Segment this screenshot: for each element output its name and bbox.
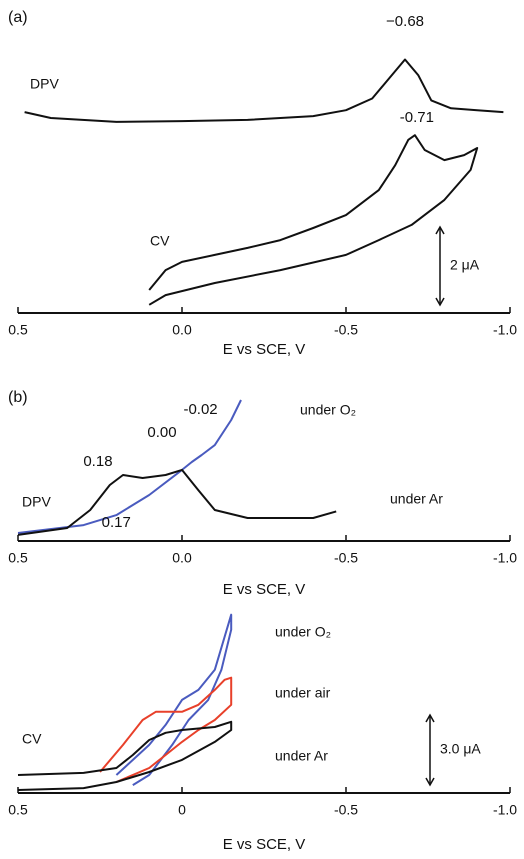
x-tick-label: -1.0 [493,802,517,818]
arrow-head [435,225,445,235]
peak-label: -0.71 [400,109,434,126]
curve [17,468,337,536]
x-tick-label: -1.0 [493,550,517,566]
scale-bar-label: 3.0 μA [440,741,481,757]
peak-label: 0.17 [102,514,131,531]
arrow-head [425,713,435,723]
curve [17,399,242,534]
series-label: under air [275,685,331,701]
series-label: under Ar [390,491,443,507]
x-tick-label: -0.5 [334,322,358,338]
series-label: under O₂ [300,402,356,418]
scale-bar-label: 2 μA [450,257,480,273]
peak-label: −0.68 [386,13,424,30]
x-tick-label: 0.5 [8,802,28,818]
x-tick-label: 0.5 [8,322,28,338]
arrow-head [435,297,445,307]
curve [115,613,233,786]
x-axis-label: E vs SCE, V [223,581,306,598]
panel-label: (b) [8,389,28,406]
series-label: under O₂ [275,624,331,640]
x-axis-label: E vs SCE, V [223,836,306,853]
x-tick-label: 0.0 [172,322,192,338]
curve [24,58,504,123]
x-tick-label: -1.0 [493,322,517,338]
peak-label: 0.00 [147,424,176,441]
panel-label: (a) [8,9,28,26]
x-tick-label: 0.5 [8,550,28,566]
curve [99,676,233,783]
curve [17,720,233,791]
arrow-head [425,777,435,787]
x-tick-label: 0 [178,802,186,818]
peak-label: 0.18 [83,453,112,470]
series-label: DPV [30,76,59,92]
x-axis-label: E vs SCE, V [223,341,306,358]
series-label: under Ar [275,748,328,764]
series-label: CV [150,233,170,249]
curve [148,134,479,306]
x-tick-label: -0.5 [334,550,358,566]
peak-label: -0.02 [183,401,217,418]
curve-label: CV [22,731,42,747]
x-tick-label: 0.0 [172,550,192,566]
curve-label: DPV [22,494,51,510]
x-tick-label: -0.5 [334,802,358,818]
